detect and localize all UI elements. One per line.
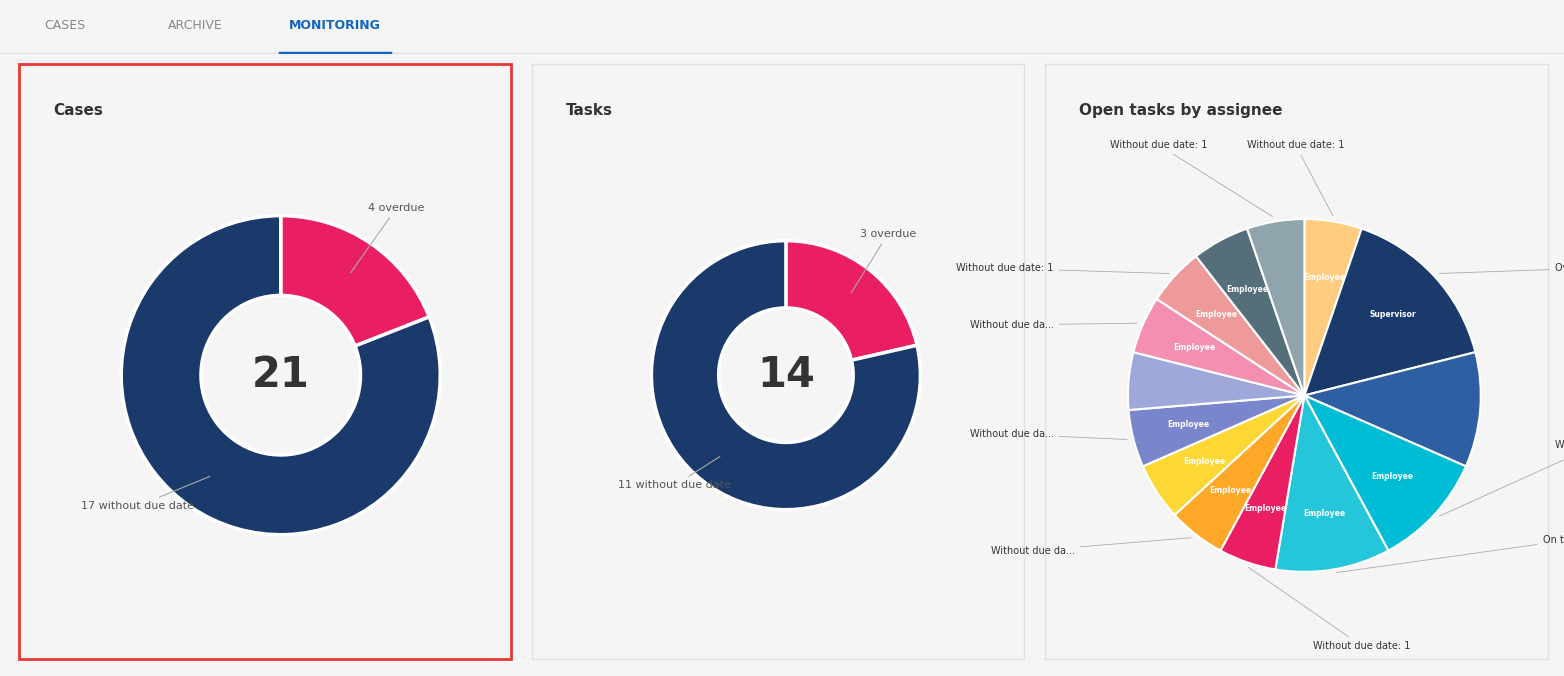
Text: Open tasks by assignee: Open tasks by assignee [1079, 103, 1282, 118]
Text: Employee: Employee [1372, 473, 1414, 481]
Text: Without due da...: Without due da... [992, 537, 1192, 556]
Text: 21: 21 [252, 354, 310, 396]
Text: Employee: Employee [1195, 310, 1237, 318]
Text: Without due date: 1: Without due date: 1 [1247, 140, 1343, 216]
Text: Without due da...: Without due da... [1439, 440, 1564, 516]
Text: Cases: Cases [53, 103, 103, 118]
Text: Employee: Employee [1182, 456, 1225, 466]
Text: 3 overdue: 3 overdue [851, 229, 917, 293]
Text: Employee: Employee [1167, 420, 1209, 429]
Wedge shape [1143, 395, 1304, 515]
Wedge shape [1304, 395, 1465, 551]
Wedge shape [652, 241, 920, 510]
Text: Overdue: 3: Overdue: 3 [1439, 264, 1564, 274]
Wedge shape [1275, 395, 1389, 572]
Text: Employee: Employee [1245, 504, 1287, 514]
Wedge shape [785, 241, 917, 360]
Wedge shape [1304, 228, 1475, 395]
Wedge shape [1304, 352, 1481, 466]
Text: ARCHIVE: ARCHIVE [167, 20, 222, 32]
Text: Employee: Employee [1173, 343, 1215, 352]
Text: Tasks: Tasks [566, 103, 613, 118]
Text: Without due date: 1: Without due date: 1 [1248, 567, 1411, 651]
Wedge shape [1134, 299, 1304, 395]
Text: 4 overdue: 4 overdue [350, 203, 425, 272]
Wedge shape [120, 216, 439, 535]
Text: Employee: Employee [1209, 485, 1251, 495]
Text: Supervisor: Supervisor [1370, 310, 1415, 318]
Wedge shape [280, 216, 429, 346]
Wedge shape [1247, 219, 1304, 395]
Wedge shape [1304, 219, 1362, 395]
Wedge shape [1220, 395, 1304, 569]
Wedge shape [1175, 395, 1304, 551]
Text: Without due date: 1: Without due date: 1 [957, 264, 1170, 274]
Text: Employee: Employee [1303, 272, 1345, 282]
Text: Without due date: 1: Without due date: 1 [1110, 140, 1273, 216]
Wedge shape [1129, 395, 1304, 466]
Wedge shape [1157, 256, 1304, 395]
Text: Employee: Employee [1226, 285, 1268, 295]
Text: On time: 2: On time: 2 [1337, 535, 1564, 573]
Text: 11 without due date: 11 without due date [618, 456, 730, 491]
Text: CASES: CASES [44, 20, 86, 32]
Text: 14: 14 [757, 354, 815, 396]
Wedge shape [1128, 352, 1304, 410]
Text: Employee: Employee [1303, 509, 1345, 518]
Text: Without due da...: Without due da... [970, 429, 1128, 439]
Text: Without due da...: Without due da... [970, 320, 1137, 330]
Text: MONITORING: MONITORING [289, 20, 382, 32]
Text: 17 without due date: 17 without due date [81, 477, 210, 511]
Wedge shape [1196, 228, 1304, 395]
